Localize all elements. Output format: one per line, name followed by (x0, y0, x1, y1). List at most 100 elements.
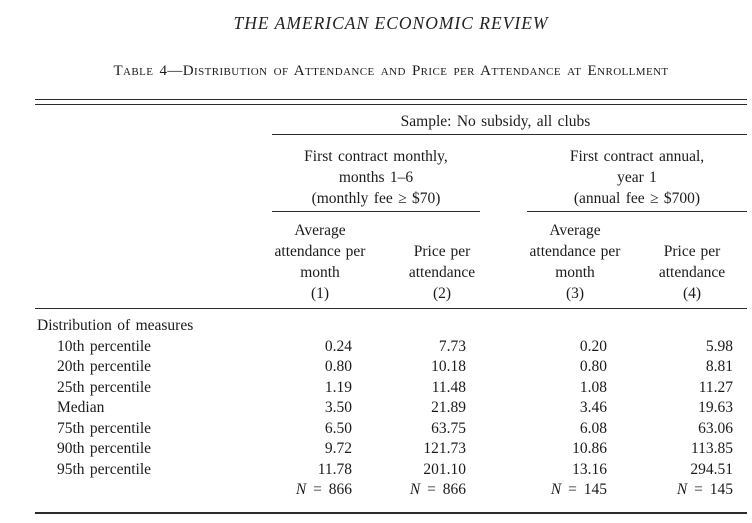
column-header-4: Price per attendance (4) (623, 233, 747, 308)
group-monthly-line3: (monthly fee ≥ $70) (311, 190, 441, 208)
column-1-title: Average attendance per month (274, 222, 366, 282)
cell-value: 0.24 (324, 337, 352, 355)
spacer-cell (35, 135, 272, 212)
cell-value: 13.16 (572, 460, 607, 478)
equals-sign: = (694, 481, 703, 499)
column-1-number: (1) (310, 285, 330, 303)
table-row: 10th percentile 0.24 7.73 0.20 5.98 (35, 337, 747, 358)
column-2-title: Price per attendance (408, 243, 476, 282)
group-header-monthly: First contract monthly, months 1–6 (mont… (272, 135, 480, 213)
table-row: 95th percentile 11.78 201.10 13.16 294.5… (35, 460, 747, 481)
header-body-divider-rule (35, 308, 747, 310)
group-monthly-line1: First contract monthly, (304, 148, 448, 166)
table-bottom-rule (35, 511, 747, 514)
table-row: Median 3.50 21.89 3.46 19.63 (35, 398, 747, 419)
empty-cell (35, 480, 272, 501)
cell-value: 10.86 (572, 440, 607, 458)
cell-value: 1.19 (324, 378, 352, 396)
row-label: 90th percentile (57, 440, 152, 458)
n-value: 866 (442, 481, 466, 499)
spacer-cell (480, 135, 527, 212)
table-4: Sample: No subsidy, all clubs First cont… (35, 99, 747, 514)
table-row: 90th percentile 9.72 121.73 10.86 113.85 (35, 439, 747, 460)
column-3-number: (3) (565, 285, 585, 303)
spacer-cell (480, 419, 527, 440)
cell-value: 11.78 (317, 460, 352, 478)
n-value: 145 (583, 481, 607, 499)
group-annual-line3: (annual fee ≥ $700) (573, 190, 701, 208)
n-cell-2: N = 866 (368, 480, 480, 501)
section-label: Distribution of measures (37, 317, 194, 335)
cell-value: 1.08 (579, 378, 607, 396)
column-header-1: Average attendance per month (1) (272, 212, 368, 308)
n-symbol: N (676, 481, 688, 499)
spacer-cell (480, 378, 527, 399)
spacer-cell (480, 212, 527, 308)
group-header-row: First contract monthly, months 1–6 (mont… (35, 135, 747, 213)
column-header-3: Average attendance per month (3) (527, 212, 623, 308)
cell-value: 0.80 (324, 358, 352, 376)
row-label: 20th percentile (57, 358, 152, 376)
spacer-cell (480, 357, 527, 378)
table-caption: Table 4—Distribution of Attendance and P… (113, 63, 669, 79)
equals-sign: = (568, 481, 577, 499)
spacer-cell (480, 460, 527, 481)
cell-value: 3.50 (324, 399, 352, 417)
sample-row: Sample: No subsidy, all clubs (35, 105, 747, 136)
cell-value: 9.72 (324, 440, 352, 458)
article-column: THE AMERICAN ECONOMIC REVIEW Table 4—Dis… (35, 0, 747, 514)
cell-value: 10.18 (431, 358, 466, 376)
table-row: 75th percentile 6.50 63.75 6.08 63.06 (35, 419, 747, 440)
cell-value: 11.27 (698, 378, 733, 396)
sample-header: Sample: No subsidy, all clubs (272, 105, 747, 136)
n-cell-3: N = 145 (527, 480, 623, 501)
cell-value: 0.20 (579, 337, 607, 355)
spacer-cell (480, 480, 527, 501)
column-header-2: Price per attendance (2) (368, 233, 480, 308)
row-label: 10th percentile (57, 337, 152, 355)
row-label: Median (57, 399, 105, 417)
cell-value: 121.73 (423, 440, 466, 458)
equals-sign: = (427, 481, 436, 499)
cell-value: 6.50 (324, 419, 352, 437)
group-annual-line2: year 1 (617, 169, 657, 187)
column-4-number: (4) (682, 285, 702, 303)
n-value: 866 (328, 481, 352, 499)
cell-value: 11.48 (431, 378, 466, 396)
column-3-title: Average attendance per month (529, 222, 621, 282)
row-label: 25th percentile (57, 378, 152, 396)
cell-value: 113.85 (690, 440, 733, 458)
n-cell-4: N = 145 (623, 480, 747, 501)
cell-value: 0.80 (579, 358, 607, 376)
cell-value: 21.89 (431, 399, 466, 417)
n-symbol: N (409, 481, 421, 499)
cell-value: 6.08 (579, 419, 607, 437)
row-label: 95th percentile (57, 460, 152, 478)
cell-value: 294.51 (690, 460, 733, 478)
empty-cell (623, 316, 747, 337)
spacer-cell (480, 439, 527, 460)
cell-value: 63.06 (698, 419, 733, 437)
spacer-cell (35, 212, 272, 308)
table-row: 20th percentile 0.80 10.18 0.80 8.81 (35, 357, 747, 378)
cell-value: 7.73 (438, 337, 466, 355)
row-label: 75th percentile (57, 419, 152, 437)
group-monthly-line2: months 1–6 (338, 169, 414, 187)
empty-cell (368, 316, 480, 337)
cell-value: 8.81 (705, 358, 733, 376)
cell-value: 63.75 (431, 419, 466, 437)
cell-value: 19.63 (698, 399, 733, 417)
empty-cell (272, 316, 368, 337)
journal-title: THE AMERICAN ECONOMIC REVIEW (233, 13, 549, 33)
n-symbol: N (550, 481, 562, 499)
n-cell-1: N = 866 (272, 480, 368, 501)
n-symbol: N (295, 481, 307, 499)
group-annual-line1: First contract annual, (569, 148, 705, 166)
group-header-annual: First contract annual, year 1 (annual fe… (527, 135, 747, 213)
cell-value: 5.98 (705, 337, 733, 355)
empty-cell (527, 316, 623, 337)
column-2-number: (2) (432, 285, 452, 303)
spacer-cell (35, 105, 272, 135)
spacer-cell (480, 316, 527, 337)
